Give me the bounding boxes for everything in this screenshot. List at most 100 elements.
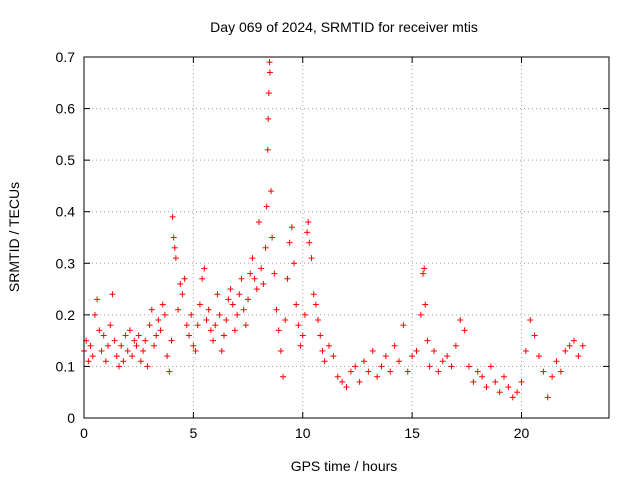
data-point [280,373,287,380]
data-point [417,311,424,318]
data-point [157,327,164,334]
y-tick-label: 0.5 [56,152,76,168]
data-point [404,368,411,375]
data-point [126,327,133,334]
data-point [196,301,203,308]
data-point [236,291,243,298]
data-point [177,280,184,287]
data-point [148,306,155,313]
data-point [424,337,431,344]
plot-frame [83,56,610,419]
data-point [501,373,507,380]
data-point [113,353,120,360]
data-point [242,322,249,329]
data-point [111,337,118,344]
axis-ticks [83,56,609,419]
data-point [96,327,103,334]
data-point [321,358,328,365]
data-point [210,337,217,344]
data-point [212,322,219,329]
chart-title: Day 069 of 2024, SRMTID for receiver mti… [210,19,478,35]
data-point [544,394,551,401]
data-point [522,347,529,354]
data-point [295,322,302,329]
data-point [218,347,225,354]
data-point [262,244,269,251]
axis-tick-labels: 0 5 10 15 20 0 0.1 0.2 0.3 0.4 0.5 0.6 0.7 [56,49,530,441]
data-point [431,347,437,354]
data-point [382,353,389,360]
data-point [496,389,503,396]
data-point [172,255,179,262]
data-point [291,260,297,267]
data-point [268,188,275,195]
data-point [369,347,376,354]
y-axis-label: SRMTID / TECUs [6,182,22,292]
data-point [579,342,586,349]
data-point [225,296,232,303]
data-point [487,363,494,370]
data-point [253,286,260,293]
data-point [286,239,293,246]
data-point [151,342,157,349]
data-points [81,59,586,401]
data-point [245,296,252,303]
data-point [265,115,272,122]
data-point [277,347,284,354]
data-point [575,353,582,360]
data-point [183,322,190,329]
data-point [169,213,176,220]
data-point [269,234,276,241]
data-point [549,373,556,380]
data-point [420,270,427,277]
data-point [223,317,230,324]
data-point [271,270,278,277]
data-point [315,317,322,324]
data-point [483,384,490,391]
data-point [203,317,210,324]
data-point [326,342,332,349]
x-tick-label: 20 [514,425,530,441]
data-point [275,327,282,334]
data-point [273,306,280,313]
data-point [194,322,201,329]
data-point [470,378,477,385]
data-point [131,337,138,344]
data-point [221,332,227,339]
data-point [531,332,538,339]
data-point [258,265,265,272]
data-point [266,59,273,66]
data-point [305,219,312,226]
y-tick-label: 0.4 [56,204,76,220]
data-point [566,342,573,349]
data-point [339,378,346,385]
data-point [91,311,98,318]
data-point [413,347,420,354]
data-point [361,358,367,365]
data-point [374,373,381,380]
data-point [171,244,178,251]
data-point [426,363,433,370]
data-point [343,384,350,391]
data-point [179,291,186,298]
data-point [256,219,262,226]
data-point [190,342,197,349]
y-tick-label: 0.1 [56,358,76,374]
data-point [557,368,564,375]
x-tick-label: 5 [189,425,197,441]
data-point [352,363,359,370]
data-point [492,378,499,385]
data-point [249,255,256,262]
data-point [312,301,319,308]
data-point [118,342,125,349]
data-point [265,90,272,97]
data-point [448,363,455,370]
data-point [400,322,407,329]
y-tick-label: 0.3 [56,255,76,271]
data-point [159,301,166,308]
data-point [94,296,101,303]
y-tick-label: 0.2 [56,307,76,323]
data-point [505,384,512,391]
data-point [479,373,486,380]
data-point [188,311,195,318]
